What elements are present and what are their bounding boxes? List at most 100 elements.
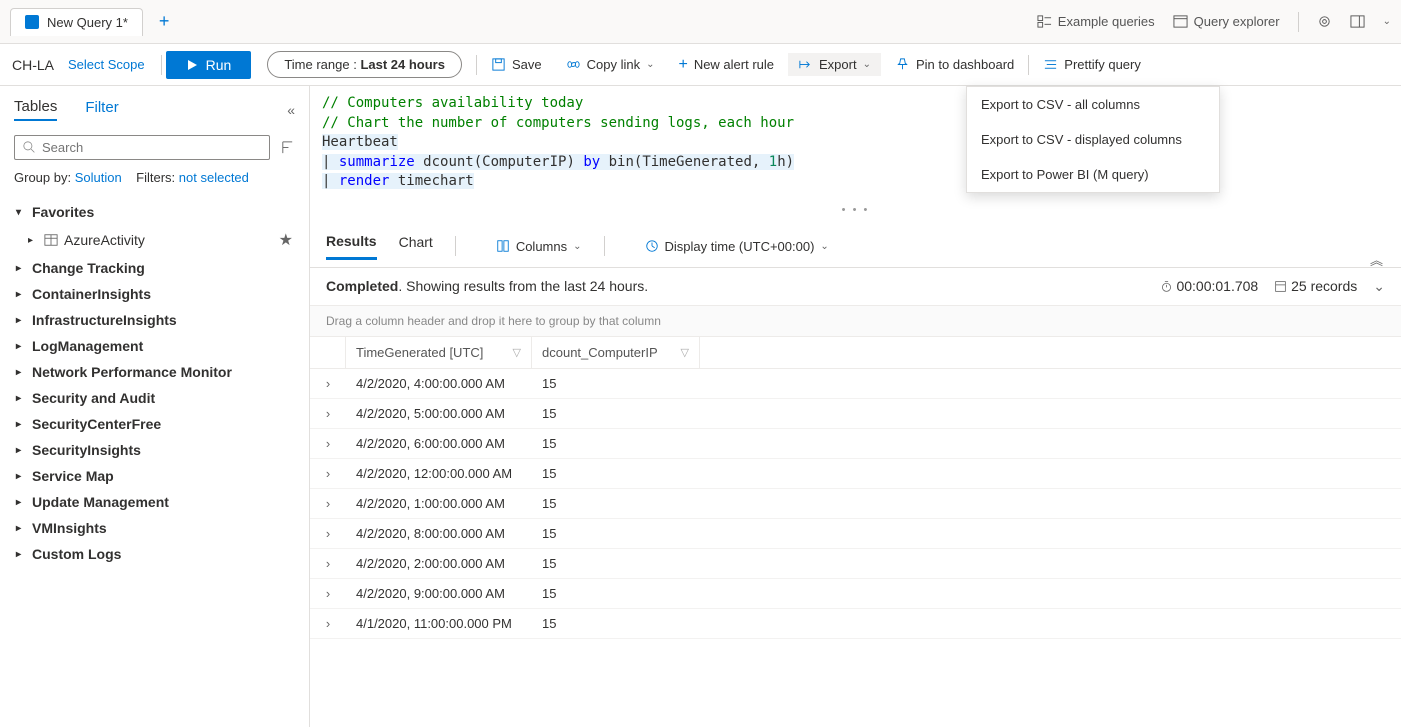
export-button[interactable]: Export ⌄ [788, 53, 881, 76]
sidebar-category[interactable]: ContainerInsights [14, 281, 295, 307]
expand-down-icon[interactable]: ⌄ [1373, 278, 1385, 295]
table-row[interactable]: ›4/2/2020, 5:00:00.000 AM15 [310, 399, 1401, 429]
expand-row-button[interactable]: › [310, 549, 346, 578]
expand-row-button[interactable]: › [310, 519, 346, 548]
collapse-sidebar-button[interactable]: « [287, 102, 295, 118]
sidebar-category[interactable]: SecurityCenterFree [14, 411, 295, 437]
display-time-button[interactable]: Display time (UTC+00:00) ⌄ [645, 239, 829, 254]
run-button[interactable]: Run [166, 51, 252, 79]
sidebar-category[interactable]: Update Management [14, 489, 295, 515]
sidebar-category-label: LogManagement [32, 338, 143, 354]
tab-filter[interactable]: Filter [85, 99, 118, 120]
table-row[interactable]: ›4/2/2020, 2:00:00.000 AM15 [310, 549, 1401, 579]
table-row[interactable]: ›4/2/2020, 4:00:00.000 AM15 [310, 369, 1401, 399]
splitter-handle[interactable]: • • • [310, 200, 1401, 216]
divider [476, 55, 477, 75]
sidebar-category[interactable]: InfrastructureInsights [14, 307, 295, 333]
sidebar-category-label: Custom Logs [32, 546, 121, 562]
table-row[interactable]: ›4/2/2020, 12:00:00.000 AM15 [310, 459, 1401, 489]
completed-text: . Showing results from the last 24 hours… [398, 278, 648, 294]
search-input-wrapper[interactable] [14, 135, 270, 160]
caret-icon [16, 497, 26, 508]
run-label: Run [206, 57, 232, 73]
sidebar-category[interactable]: LogManagement [14, 333, 295, 359]
caret-icon [16, 289, 26, 300]
export-csv-all[interactable]: Export to CSV - all columns [967, 87, 1219, 122]
collapse-results-button[interactable]: ︽ [1370, 250, 1383, 269]
tab-chart[interactable]: Chart [399, 234, 433, 258]
prettify-icon [1043, 57, 1058, 72]
sidebar-category[interactable]: Change Tracking [14, 255, 295, 281]
panel-toggle-button[interactable] [1350, 14, 1365, 29]
sidebar-category[interactable]: Security and Audit [14, 385, 295, 411]
expand-row-button[interactable]: › [310, 609, 346, 638]
table-row[interactable]: ›4/2/2020, 6:00:00.000 AM15 [310, 429, 1401, 459]
column-header-time[interactable]: TimeGenerated [UTC] ▽ [346, 337, 532, 368]
columns-icon [496, 239, 510, 253]
star-icon[interactable]: ★ [279, 230, 293, 250]
export-csv-displayed[interactable]: Export to CSV - displayed columns [967, 122, 1219, 157]
query-explorer-button[interactable]: Query explorer [1173, 14, 1280, 29]
filter-icon[interactable]: ▽ [681, 346, 689, 359]
group-by-value[interactable]: Solution [75, 170, 122, 185]
expand-row-button[interactable]: › [310, 489, 346, 518]
expand-row-button[interactable]: › [310, 459, 346, 488]
filters-value[interactable]: not selected [179, 170, 249, 185]
favorite-item[interactable]: AzureActivity ★ [14, 225, 295, 255]
sidebar-category[interactable]: VMInsights [14, 515, 295, 541]
query-tab[interactable]: New Query 1* [10, 8, 143, 36]
copy-link-button[interactable]: Copy link ⌄ [556, 53, 665, 76]
tab-tables[interactable]: Tables [14, 98, 57, 121]
favorites-group[interactable]: Favorites [14, 199, 295, 225]
editor-token: render [339, 173, 390, 189]
filter-icon[interactable]: ▽ [513, 346, 521, 359]
sidebar-category[interactable]: Service Map [14, 463, 295, 489]
table-row[interactable]: ›4/1/2020, 11:00:00.000 PM15 [310, 609, 1401, 639]
sidebar-category[interactable]: Network Performance Monitor [14, 359, 295, 385]
tab-results[interactable]: Results [326, 233, 377, 260]
export-powerbi[interactable]: Export to Power BI (M query) [967, 157, 1219, 192]
search-input[interactable] [42, 140, 261, 155]
cell-count: 15 [532, 609, 700, 638]
query-explorer-icon [1173, 14, 1188, 29]
editor-token: h) [777, 154, 794, 170]
table-row[interactable]: ›4/2/2020, 8:00:00.000 AM15 [310, 519, 1401, 549]
chevron-down-icon: ⌄ [573, 241, 581, 252]
expand-row-button[interactable]: › [310, 429, 346, 458]
cell-time: 4/2/2020, 4:00:00.000 AM [346, 369, 532, 398]
expand-row-button[interactable]: › [310, 369, 346, 398]
time-range-selector[interactable]: Time range : Last 24 hours [267, 51, 462, 78]
table-row[interactable]: ›4/2/2020, 1:00:00.000 AM15 [310, 489, 1401, 519]
display-time-label: Display time (UTC+00:00) [665, 239, 815, 254]
column-header-count[interactable]: dcount_ComputerIP ▽ [532, 337, 700, 368]
columns-button[interactable]: Columns ⌄ [496, 239, 582, 254]
example-queries-button[interactable]: Example queries [1037, 14, 1155, 29]
query-editor[interactable]: // Computers availability today // Chart… [310, 86, 1401, 200]
sidebar-category-label: SecurityCenterFree [32, 416, 161, 432]
chevron-down-icon[interactable]: ⌄ [1383, 16, 1391, 27]
new-alert-rule-button[interactable]: + New alert rule [668, 52, 784, 78]
new-tab-button[interactable]: + [151, 11, 178, 32]
save-button[interactable]: Save [481, 53, 552, 76]
editor-token: | [322, 173, 330, 189]
expand-row-button[interactable]: › [310, 399, 346, 428]
sidebar-category[interactable]: Custom Logs [14, 541, 295, 567]
pin-to-dashboard-button[interactable]: Pin to dashboard [885, 53, 1024, 76]
scope-name: CH-LA [12, 57, 54, 73]
divider [1028, 55, 1029, 75]
column-filter-icon[interactable] [280, 140, 295, 155]
sidebar-category[interactable]: SecurityInsights [14, 437, 295, 463]
export-label: Export [819, 57, 857, 72]
columns-label: Columns [516, 239, 567, 254]
cell-count: 15 [532, 429, 700, 458]
caret-icon [28, 235, 38, 246]
settings-button[interactable] [1317, 14, 1332, 29]
group-hint[interactable]: Drag a column header and drop it here to… [310, 305, 1401, 337]
caret-icon [16, 523, 26, 534]
expand-row-button[interactable]: › [310, 579, 346, 608]
query-explorer-label: Query explorer [1194, 14, 1280, 29]
table-row[interactable]: ›4/2/2020, 9:00:00.000 AM15 [310, 579, 1401, 609]
select-scope-link[interactable]: Select Scope [68, 57, 145, 72]
prettify-button[interactable]: Prettify query [1033, 53, 1151, 76]
editor-line: // Chart the number of computers sending… [322, 114, 1389, 134]
